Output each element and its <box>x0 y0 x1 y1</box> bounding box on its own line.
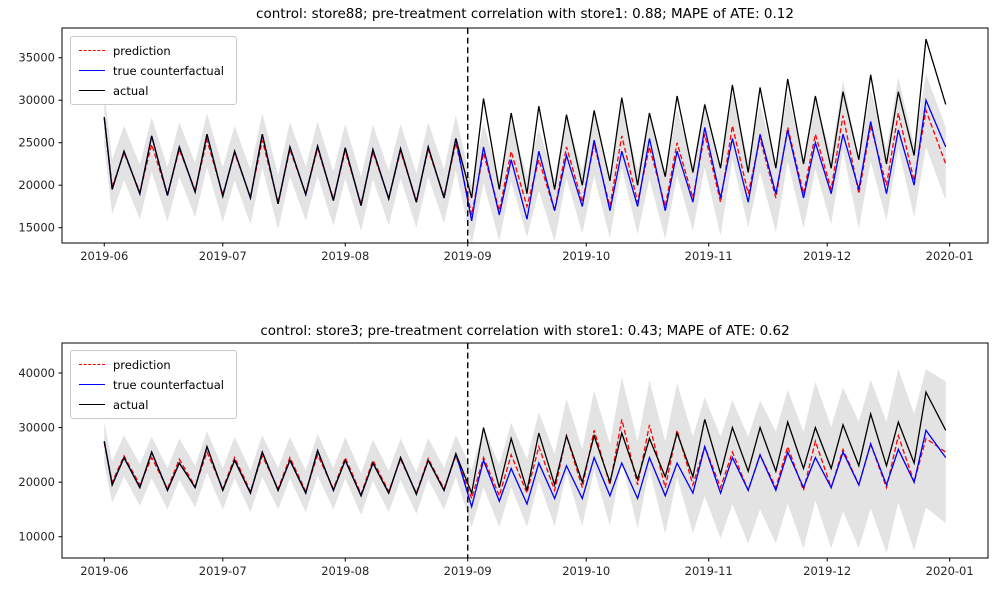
chart-canvas-store3: 2019-06 2019-07 2019-08 2019-09 2019-10 2019-… <box>18 342 989 578</box>
legend-item-true-counterfactual: true counterfactual <box>79 63 224 78</box>
legend-label-actual: actual <box>113 83 149 98</box>
prediction-line-swatch <box>79 364 105 365</box>
x-tick-label: 2019-08 <box>321 249 369 263</box>
legend-item-prediction: prediction <box>79 43 224 58</box>
y-tick-label: 20000 <box>18 475 55 489</box>
legend-item-true-counterfactual: true counterfactual <box>79 377 224 392</box>
actual-line <box>103 38 947 206</box>
x-tick-label: 2019-07 <box>199 564 247 578</box>
legend-label-prediction: prediction <box>113 357 171 372</box>
actual-line-swatch <box>79 404 105 405</box>
y-tick-label: 30000 <box>18 420 55 434</box>
counterfactual-line-swatch <box>79 384 105 385</box>
x-tick-label: 2019-09 <box>444 249 492 263</box>
plot-area <box>103 369 947 554</box>
x-tick-label: 2019-08 <box>321 564 369 578</box>
x-tick-label: 2019-06 <box>80 564 128 578</box>
y-tick-label: 25000 <box>18 136 55 150</box>
x-tick-label: 2019-11 <box>685 249 733 263</box>
confidence-band <box>104 369 946 554</box>
x-tick-label: 2019-10 <box>562 249 610 263</box>
counterfactual-line-swatch <box>79 70 105 71</box>
y-tick-label: 40000 <box>18 366 55 380</box>
y-tick-label: 20000 <box>18 178 55 192</box>
chart-title-store88: control: store88; pre-treatment correlat… <box>256 6 794 22</box>
prediction-line-swatch <box>79 50 105 51</box>
x-tick-label: 2019-12 <box>803 249 851 263</box>
legend-label-prediction: prediction <box>113 43 171 58</box>
confidence-band <box>104 74 946 243</box>
x-tick-label: 2020-01 <box>926 564 974 578</box>
legend-item-actual: actual <box>79 83 224 98</box>
x-tick-label: 2019-09 <box>444 564 492 578</box>
legend-label-actual: actual <box>113 397 149 412</box>
x-tick-label: 2020-01 <box>926 249 974 263</box>
legend-label-true-counterfactual: true counterfactual <box>113 377 224 392</box>
axes-frame <box>61 27 989 244</box>
x-tick-label: 2019-12 <box>803 564 851 578</box>
legend-store3: prediction true counterfactual actual <box>70 350 237 419</box>
legend-item-prediction: prediction <box>79 357 224 372</box>
subplot-store3: control: store3; pre-treatment correlati… <box>0 297 1003 595</box>
y-tick-label: 35000 <box>18 51 55 65</box>
x-tick-label: 2019-11 <box>685 564 733 578</box>
legend-label-true-counterfactual: true counterfactual <box>113 63 224 78</box>
plot-area <box>103 38 947 243</box>
x-tick-label: 2019-06 <box>80 249 128 263</box>
x-tick-label: 2019-10 <box>562 564 610 578</box>
prediction-line <box>103 419 947 501</box>
chart-title-store3: control: store3; pre-treatment correlati… <box>260 323 790 339</box>
actual-line <box>103 390 947 498</box>
legend-store88: prediction true counterfactual actual <box>70 36 237 105</box>
actual-line-swatch <box>79 90 105 91</box>
subplot-store88: control: store88; pre-treatment correlat… <box>0 0 1003 297</box>
y-tick-label: 15000 <box>18 221 55 235</box>
chart-canvas-store88: 2019-06 2019-07 2019-08 2019-09 2019-10 2019-… <box>18 27 989 263</box>
y-tick-label: 30000 <box>18 93 55 107</box>
y-tick-label: 10000 <box>18 530 55 544</box>
x-tick-label: 2019-07 <box>199 249 247 263</box>
legend-item-actual: actual <box>79 397 224 412</box>
axes-frame <box>61 342 989 559</box>
